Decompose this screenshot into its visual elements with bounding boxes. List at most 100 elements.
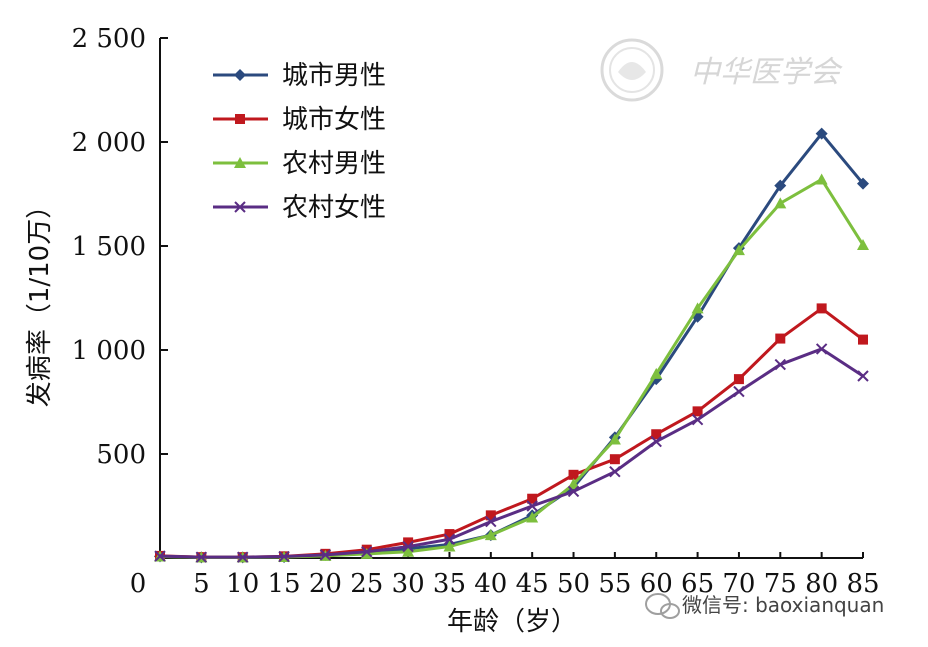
legend-item: 农村女性 xyxy=(213,193,386,223)
data-point-x xyxy=(443,533,456,545)
data-point-diamond xyxy=(815,127,828,140)
series-line xyxy=(159,177,865,559)
legend-item: 城市男性 xyxy=(213,61,386,91)
data-point-square xyxy=(858,334,868,345)
y-tick-label: 1 000 xyxy=(72,336,146,366)
data-point-x-stroke xyxy=(443,533,456,545)
data-point-triangle xyxy=(608,433,621,445)
data-point-x xyxy=(154,550,166,562)
data-point-x-stroke xyxy=(815,343,828,355)
data-point-x-stroke xyxy=(319,549,332,561)
data-point-x xyxy=(319,549,332,561)
x-tick-label: 80 xyxy=(805,569,838,599)
data-point-x-stroke xyxy=(402,540,414,553)
data-point-x-stroke xyxy=(650,435,662,448)
data-point-square xyxy=(485,510,496,521)
series-2 xyxy=(155,303,868,563)
data-point-x xyxy=(609,465,621,478)
data-point-x-stroke xyxy=(195,551,208,563)
data-point-triangle xyxy=(857,238,869,250)
wechat-id-label: 微信号: baoxianquan xyxy=(682,593,884,617)
data-point-x xyxy=(236,551,249,563)
x-tick-label: 20 xyxy=(309,569,342,599)
data-point-x xyxy=(815,343,828,355)
data-point-triangle xyxy=(774,197,787,209)
data-point-square xyxy=(816,303,827,314)
x-tick-label: 30 xyxy=(392,569,425,599)
data-point-triangle xyxy=(526,511,539,523)
data-point-x xyxy=(485,515,497,528)
legend-label: 农村女性 xyxy=(282,193,386,223)
data-point-x xyxy=(733,385,745,398)
data-point-x xyxy=(526,500,538,512)
data-point-x-stroke xyxy=(733,385,745,398)
data-point-triangle xyxy=(402,545,415,557)
y-axis-ticks: 500 1 000 1 500 2 000 2 500 xyxy=(72,24,168,470)
y-tick-label: 2 500 xyxy=(72,24,146,54)
data-point-square xyxy=(651,429,662,440)
data-point-square xyxy=(775,333,786,344)
legend-label: 城市女性 xyxy=(282,105,386,135)
data-point-x xyxy=(234,201,246,213)
y-axis-title: 发病率（1/10万） xyxy=(25,193,55,407)
data-point-triangle xyxy=(732,244,745,256)
x-tick-label: 25 xyxy=(350,569,383,599)
data-point-x xyxy=(774,358,787,371)
axes xyxy=(159,38,863,559)
data-point-triangle xyxy=(443,540,456,552)
x-tick-label: 35 xyxy=(433,569,466,599)
data-point-x-stroke xyxy=(567,485,580,498)
data-point-square xyxy=(235,114,245,124)
data-point-x-stroke xyxy=(857,370,869,382)
data-point-triangle xyxy=(691,302,704,314)
data-point-x xyxy=(402,540,414,553)
watermark-seal-logo xyxy=(600,38,664,102)
data-point-x xyxy=(361,546,373,558)
data-point-square xyxy=(568,469,579,480)
data-point-diamond xyxy=(857,177,869,190)
series-1 xyxy=(154,127,869,564)
x-tick-label: 0 xyxy=(130,569,147,599)
data-point-triangle xyxy=(484,529,497,541)
x-tick-label: 45 xyxy=(516,569,549,599)
legend-item: 城市女性 xyxy=(213,105,386,135)
series-4 xyxy=(154,343,869,563)
data-point-x xyxy=(857,370,869,382)
data-point-x xyxy=(691,413,704,426)
data-point-x-stroke xyxy=(526,500,538,512)
x-axis-ticks: 0 5 10 15 20 25 30 35 40 45 50 55 60 65 70 75 80 85 xyxy=(130,552,880,599)
x-tick-label: 10 xyxy=(226,569,259,599)
data-point-square xyxy=(527,493,538,504)
legend-label: 农村男性 xyxy=(282,149,386,179)
series-line xyxy=(159,132,865,559)
x-tick-label: 5 xyxy=(193,569,210,599)
y-tick-label: 500 xyxy=(96,440,146,470)
data-point-triangle xyxy=(234,157,246,168)
data-point-x-stroke xyxy=(774,358,787,371)
series-line xyxy=(159,347,864,559)
legend-label: 城市男性 xyxy=(282,61,386,91)
y-tick-label: 2 000 xyxy=(72,128,146,158)
data-point-x-stroke xyxy=(154,550,166,562)
data-point-triangle xyxy=(815,173,828,185)
x-tick-label: 40 xyxy=(474,569,507,599)
x-tick-label: 65 xyxy=(681,569,714,599)
watermark-seal-text: 中华医学会 xyxy=(690,55,843,90)
data-point-square xyxy=(733,374,744,385)
data-point-x-stroke xyxy=(234,201,246,213)
data-point-x-stroke xyxy=(691,413,704,426)
y-tick-label: 1 500 xyxy=(72,232,146,262)
series-line xyxy=(159,306,864,559)
data-point-diamond xyxy=(234,69,246,81)
data-point-x xyxy=(278,550,290,563)
x-tick-label: 70 xyxy=(722,569,755,599)
data-point-x xyxy=(650,435,662,448)
series-3 xyxy=(154,173,869,563)
data-point-x xyxy=(195,551,208,563)
data-point-triangle xyxy=(650,367,663,379)
x-tick-label: 15 xyxy=(268,569,301,599)
data-point-x-stroke xyxy=(236,551,249,563)
data-point-x-stroke xyxy=(278,550,290,563)
